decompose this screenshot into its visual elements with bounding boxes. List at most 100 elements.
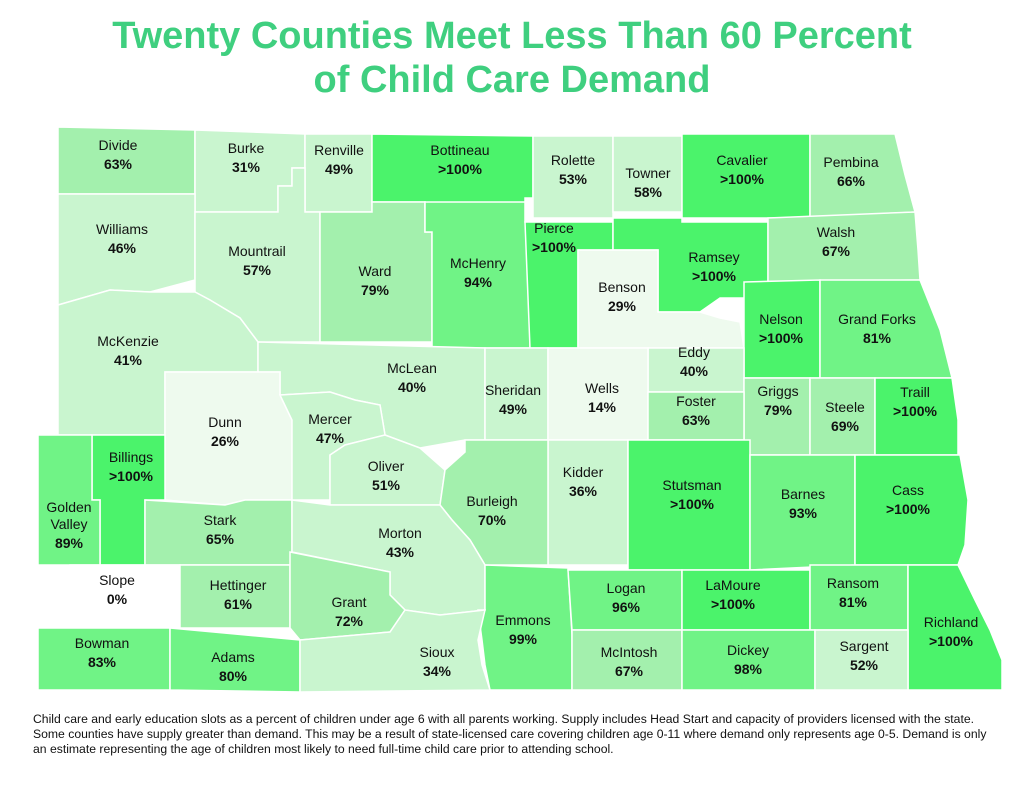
county-label-pierce: Pierce >100% bbox=[532, 220, 577, 255]
county-name: Sargent bbox=[839, 638, 888, 654]
county-label-grand-forks: Grand Forks 81% bbox=[838, 311, 916, 346]
county-label-barnes: Barnes 93% bbox=[781, 486, 825, 521]
county-traill bbox=[874, 377, 959, 456]
county-name: Towner bbox=[625, 165, 670, 181]
county-percent: 79% bbox=[361, 282, 390, 298]
county-label-emmons: Emmons 99% bbox=[495, 612, 550, 647]
county-percent: 67% bbox=[615, 663, 644, 679]
county-name: Billings bbox=[109, 449, 153, 465]
county-percent: 94% bbox=[464, 274, 493, 290]
county-percent: 66% bbox=[837, 173, 866, 189]
county-label-griggs: Griggs 79% bbox=[757, 383, 798, 418]
county-label-dunn: Dunn 26% bbox=[208, 414, 241, 449]
county-percent: >100% bbox=[893, 403, 938, 419]
county-name: Slope bbox=[99, 572, 135, 588]
county-label-traill: Traill >100% bbox=[893, 384, 938, 419]
county-percent: >100% bbox=[438, 161, 483, 177]
county-label-adams: Adams 80% bbox=[211, 649, 255, 684]
county-percent: 81% bbox=[863, 330, 892, 346]
county-percent: 14% bbox=[588, 399, 617, 415]
county-label-bowman: Bowman 83% bbox=[75, 635, 129, 670]
county-name: Ransom bbox=[827, 575, 879, 591]
north-dakota-county-map: Divide 63% Burke 31% Renville 49% Bottineau >10… bbox=[37, 126, 1003, 693]
county-nelson bbox=[743, 279, 821, 379]
county-name: McLean bbox=[387, 360, 437, 376]
county-label-billings: Billings >100% bbox=[109, 449, 154, 484]
county-percent: 63% bbox=[104, 156, 133, 172]
county-percent: >100% bbox=[670, 496, 715, 512]
county-percent: 29% bbox=[608, 298, 637, 314]
county-label-eddy: Eddy 40% bbox=[678, 344, 710, 379]
county-name: Steele bbox=[825, 399, 865, 415]
county-name: Stutsman bbox=[662, 477, 721, 493]
county-percent: 52% bbox=[850, 657, 879, 673]
county-percent: 96% bbox=[612, 599, 641, 615]
county-name: Grand Forks bbox=[838, 311, 916, 327]
county-label-oliver: Oliver 51% bbox=[368, 458, 405, 493]
county-name: Rolette bbox=[551, 152, 596, 168]
county-percent: 81% bbox=[839, 594, 868, 610]
county-label-ramsey: Ramsey >100% bbox=[688, 249, 739, 284]
county-name: Nelson bbox=[759, 311, 803, 327]
county-name: Logan bbox=[607, 580, 646, 596]
county-label-williams: Williams 46% bbox=[96, 221, 148, 256]
county-label-hettinger: Hettinger 61% bbox=[210, 577, 267, 612]
county-name: Cavalier bbox=[716, 152, 768, 168]
county-percent: 58% bbox=[634, 184, 663, 200]
county-percent: 93% bbox=[789, 505, 818, 521]
county-label-kidder: Kidder 36% bbox=[563, 464, 604, 499]
county-name: Dunn bbox=[208, 414, 241, 430]
county-percent: 80% bbox=[219, 668, 248, 684]
county-label-sheridan: Sheridan 49% bbox=[485, 382, 541, 417]
county-name: Walsh bbox=[817, 224, 855, 240]
county-percent: 65% bbox=[206, 531, 235, 547]
county-percent: 79% bbox=[764, 402, 793, 418]
county-name: Burleigh bbox=[466, 493, 517, 509]
county-name: Dickey bbox=[727, 642, 769, 658]
county-name: Grant bbox=[331, 594, 366, 610]
county-percent: >100% bbox=[929, 633, 974, 649]
county-sargent bbox=[814, 629, 909, 691]
county-name: Adams bbox=[211, 649, 255, 665]
county-percent: 49% bbox=[499, 401, 528, 417]
county-name: Mercer bbox=[308, 411, 352, 427]
county-label-richland: Richland >100% bbox=[924, 614, 978, 649]
county-percent: 47% bbox=[316, 430, 345, 446]
county-name: McKenzie bbox=[97, 333, 159, 349]
county-percent: 53% bbox=[559, 171, 588, 187]
county-percent: 98% bbox=[734, 661, 763, 677]
county-name: Emmons bbox=[495, 612, 550, 628]
county-percent: 61% bbox=[224, 596, 253, 612]
county-label-mountrail: Mountrail 57% bbox=[228, 243, 286, 278]
county-walsh bbox=[767, 211, 921, 283]
county-pembina bbox=[809, 133, 916, 219]
county-label-grant: Grant 72% bbox=[331, 594, 366, 629]
county-name: Griggs bbox=[757, 383, 798, 399]
county-label-divide: Divide 63% bbox=[99, 137, 138, 172]
county-dickey bbox=[681, 629, 816, 691]
county-kidder bbox=[547, 439, 629, 566]
county-name: Kidder bbox=[563, 464, 604, 480]
county-label-stutsman: Stutsman >100% bbox=[662, 477, 721, 512]
county-percent: >100% bbox=[759, 330, 804, 346]
county-mcintosh bbox=[571, 629, 683, 691]
county-name: Cass bbox=[892, 482, 924, 498]
county-name: McHenry bbox=[450, 255, 506, 271]
county-label-renville: Renville 49% bbox=[314, 142, 364, 177]
county-percent: 40% bbox=[680, 363, 709, 379]
county-name: Wells bbox=[585, 380, 619, 396]
county-percent: 63% bbox=[682, 412, 711, 428]
county-name: Valley bbox=[50, 516, 87, 532]
county-name: McIntosh bbox=[601, 644, 658, 660]
title-line-2: of Child Care Demand bbox=[313, 59, 711, 101]
county-percent: 26% bbox=[211, 433, 240, 449]
county-percent: 43% bbox=[386, 544, 415, 560]
county-percent: 31% bbox=[232, 159, 261, 175]
county-label-foster: Foster 63% bbox=[676, 393, 716, 428]
title-line-1: Twenty Counties Meet Less Than 60 Percen… bbox=[112, 15, 912, 57]
county-label-sioux: Sioux 34% bbox=[419, 644, 454, 679]
county-label-wells: Wells 14% bbox=[585, 380, 619, 415]
county-label-ward: Ward 79% bbox=[359, 263, 392, 298]
county-label-sargent: Sargent 52% bbox=[839, 638, 888, 673]
county-name: Mountrail bbox=[228, 243, 286, 259]
